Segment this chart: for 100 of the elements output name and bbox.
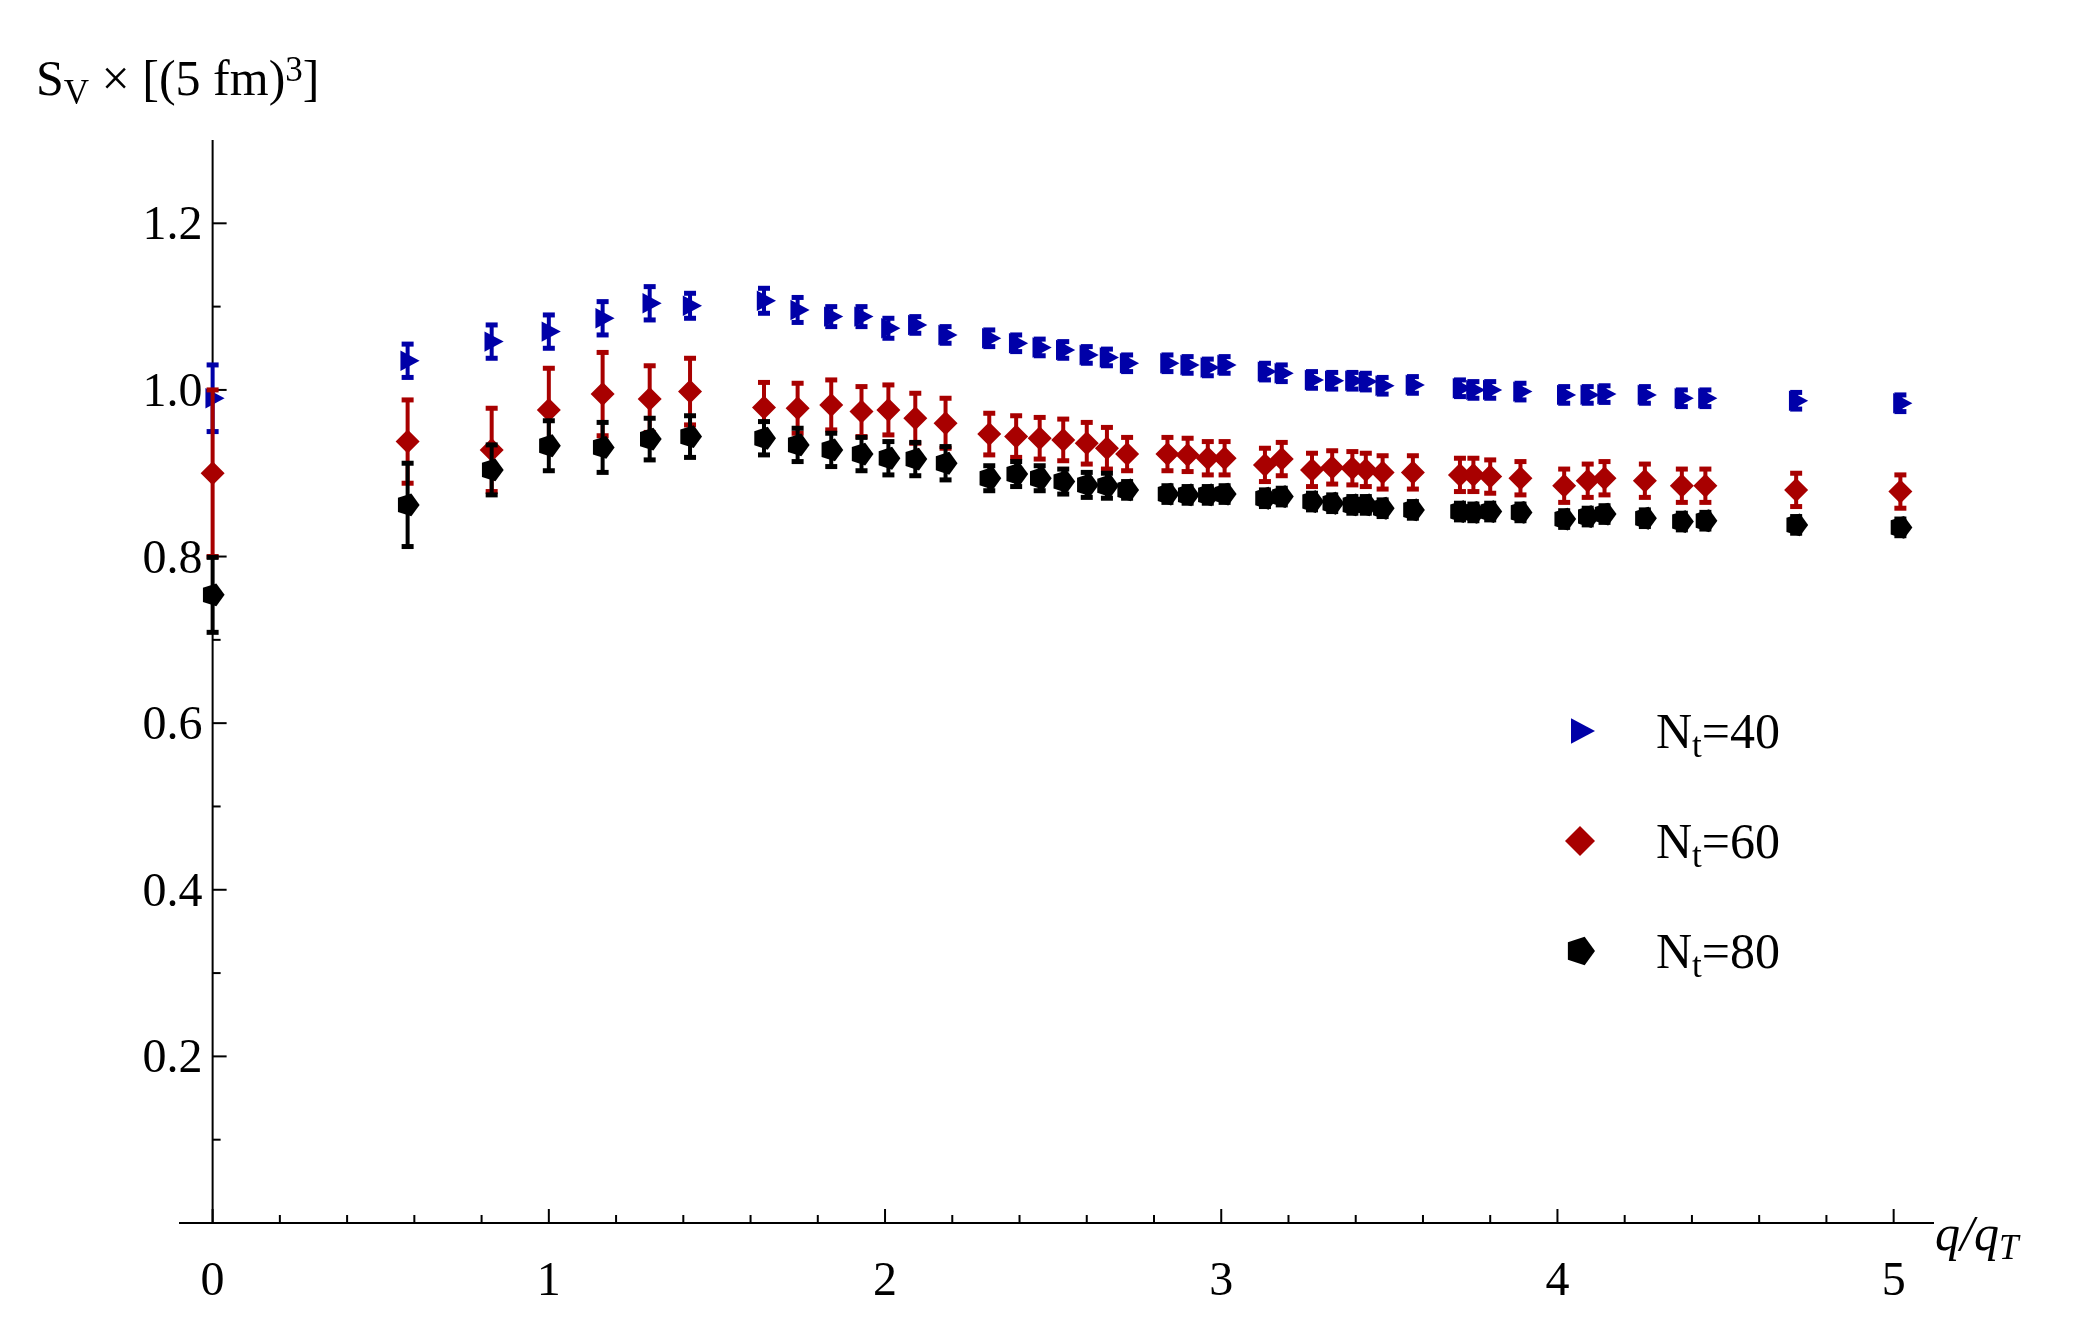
point [1160, 353, 1180, 374]
point [1672, 510, 1694, 533]
legend-label: N$_{t}$=80 [1656, 923, 1781, 985]
y-tick-label: 1.2 [142, 196, 203, 250]
point [1302, 490, 1325, 513]
point [849, 399, 874, 424]
point [1592, 466, 1617, 491]
point [1788, 390, 1809, 411]
point [1552, 473, 1577, 498]
point [1370, 460, 1395, 485]
point [905, 447, 928, 471]
point [1669, 473, 1694, 498]
point [933, 411, 958, 436]
x-tick-label: 5 [1881, 1252, 1906, 1305]
y-tick-label: 0.6 [142, 696, 203, 750]
legend-label: N$_{t}$=40 [1656, 703, 1781, 765]
point [1053, 470, 1076, 493]
point [1029, 466, 1052, 490]
point [1027, 426, 1052, 451]
point [908, 314, 928, 336]
point [1403, 498, 1425, 522]
point [819, 392, 844, 417]
point [1119, 353, 1140, 374]
point [903, 406, 928, 431]
point [1554, 507, 1577, 531]
point [1632, 468, 1657, 493]
point [1400, 460, 1425, 485]
point [1784, 477, 1809, 502]
point [1032, 337, 1052, 358]
x-axis-title: q/q$_{T}$ [1935, 1205, 2021, 1267]
point [1115, 442, 1140, 467]
point [1004, 424, 1029, 449]
point [1890, 515, 1913, 539]
point [1008, 333, 1029, 354]
point [1056, 339, 1076, 361]
point [821, 438, 844, 462]
point [1320, 455, 1345, 480]
point [1513, 381, 1533, 402]
point [854, 306, 874, 327]
point [982, 328, 1002, 349]
x-tick-label: 3 [1209, 1252, 1234, 1305]
point [1155, 442, 1180, 467]
point [977, 422, 1002, 447]
point [481, 458, 504, 482]
point [1300, 457, 1325, 482]
point [1888, 479, 1913, 504]
point [1252, 452, 1277, 477]
point [484, 331, 504, 352]
point [1635, 506, 1657, 530]
point [200, 461, 225, 486]
point [202, 583, 225, 607]
point [881, 318, 901, 339]
point [1006, 462, 1029, 486]
point [935, 451, 958, 475]
point [1405, 374, 1425, 396]
y-tick-label: 0.8 [142, 529, 203, 583]
point [1508, 466, 1533, 491]
point [1099, 347, 1119, 368]
y-tick-label: 0.2 [142, 1029, 203, 1083]
point [1698, 388, 1718, 409]
point [1556, 384, 1577, 406]
point [678, 379, 703, 404]
point [395, 429, 420, 454]
point [400, 350, 420, 371]
point [1097, 474, 1119, 498]
point [1693, 473, 1718, 498]
x-tick-label: 1 [536, 1252, 561, 1305]
point [1575, 468, 1600, 493]
y-axis-title: S$_{V}$ × [(5 fm)$^{3}$] [36, 50, 320, 112]
y-tick-label: 1.0 [142, 362, 203, 416]
point [938, 324, 958, 346]
point [1074, 431, 1099, 456]
point [752, 395, 776, 420]
point [876, 397, 901, 422]
point [878, 446, 901, 470]
point [979, 466, 1002, 490]
point [590, 382, 615, 407]
point [1786, 513, 1809, 537]
point [637, 387, 662, 412]
point [785, 396, 810, 421]
point [1304, 369, 1325, 391]
point [1674, 388, 1694, 409]
point [1077, 473, 1099, 497]
point [1117, 478, 1140, 502]
point [397, 493, 420, 517]
point [1094, 436, 1119, 461]
point [824, 306, 844, 327]
point [595, 308, 615, 329]
point [1322, 491, 1345, 515]
point [1269, 447, 1294, 472]
x-tick-label: 4 [1545, 1252, 1570, 1305]
point [1893, 393, 1913, 414]
point [1478, 464, 1503, 489]
point [1637, 384, 1657, 406]
point [642, 293, 662, 314]
point [1157, 482, 1180, 506]
point [1324, 370, 1345, 391]
point [1510, 500, 1533, 524]
legend-label: N$_{t}$=60 [1656, 813, 1781, 875]
point [1695, 509, 1718, 533]
